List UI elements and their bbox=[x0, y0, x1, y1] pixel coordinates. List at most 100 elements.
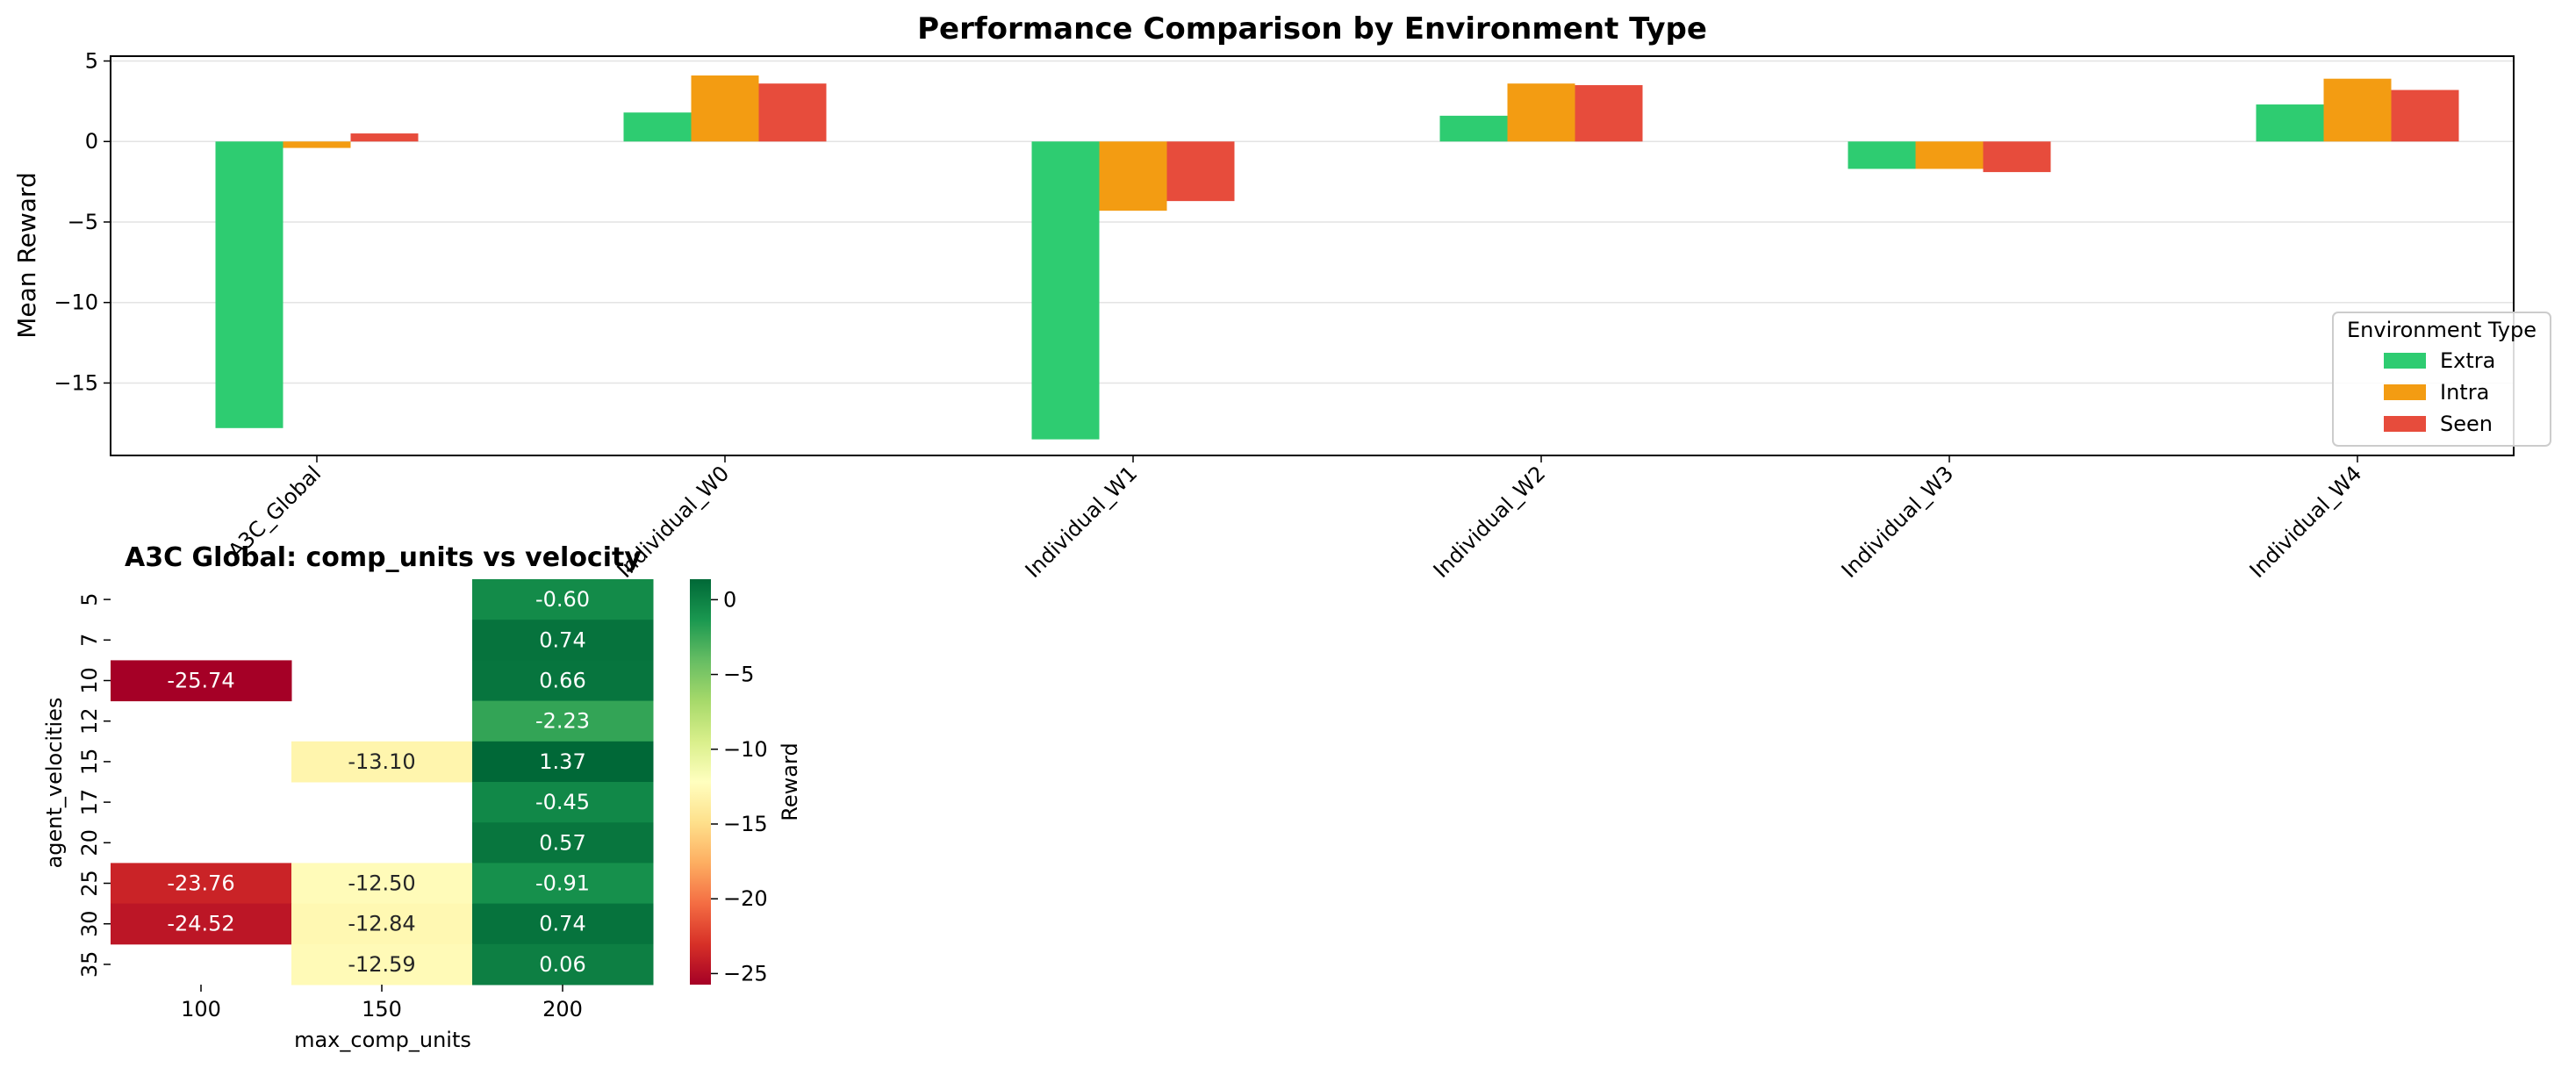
bar-seen-individual_w3 bbox=[1983, 141, 2051, 173]
heatmap-cell-value: 0.66 bbox=[539, 669, 585, 693]
heatmap-cell-value: 1.37 bbox=[539, 749, 585, 774]
colorbar-tick-label: −15 bbox=[723, 812, 768, 836]
colorbar-tick-label: −25 bbox=[723, 961, 768, 986]
bar-legend: Environment Type Extra Intra Seen bbox=[2332, 312, 2551, 447]
colorbar-label: Reward bbox=[778, 742, 802, 821]
heatmap-y-tick-label: 35 bbox=[77, 951, 102, 978]
legend-swatch-extra bbox=[2384, 353, 2426, 369]
y-tick-label: 5 bbox=[85, 49, 98, 74]
heatmap-cell bbox=[472, 741, 654, 783]
heatmap-cell-value: -0.45 bbox=[535, 790, 590, 814]
x-tick-label: Individual_W2 bbox=[1429, 461, 1551, 583]
heatmap-cell bbox=[111, 863, 292, 905]
heatmap-cell-value: -13.10 bbox=[348, 749, 415, 774]
colorbar-tick-label: −20 bbox=[723, 886, 768, 911]
bar-seen-individual_w4 bbox=[2391, 90, 2459, 142]
legend-label-extra: Extra bbox=[2440, 348, 2495, 373]
legend-frame bbox=[2332, 312, 2551, 447]
bar-chart: Performance Comparison by Environment Ty… bbox=[12, 11, 2551, 583]
legend-label-seen: Seen bbox=[2440, 412, 2493, 436]
heatmap-cell bbox=[472, 782, 654, 823]
bar-seen-a3c_global bbox=[350, 133, 419, 142]
colorbar-tick-label: −5 bbox=[723, 663, 754, 687]
heatmap-cell-value: -25.74 bbox=[167, 669, 234, 693]
x-tick-label: Individual_W4 bbox=[2245, 461, 2367, 583]
heatmap-y-tick-label: 15 bbox=[77, 749, 102, 776]
heatmap-cell-value: -0.60 bbox=[535, 587, 590, 612]
x-tick-label: Individual_W3 bbox=[1837, 461, 1959, 583]
heatmap-cell bbox=[291, 903, 473, 945]
x-tick-label: Individual_W1 bbox=[1021, 461, 1143, 583]
y-tick-label: 0 bbox=[85, 129, 98, 154]
legend-label-intra: Intra bbox=[2440, 380, 2489, 405]
heatmap-cell-value: -23.76 bbox=[167, 871, 234, 896]
bar-seen-individual_w2 bbox=[1575, 85, 1643, 142]
heatmap-x-ticks: 100 150 200 bbox=[181, 985, 583, 1021]
heatmap-cell-value: 0.57 bbox=[539, 830, 585, 855]
heatmap-cell bbox=[472, 620, 654, 661]
heatmap-x-axis-label: max_comp_units bbox=[294, 1028, 471, 1052]
bar-intra-individual_w2 bbox=[1507, 83, 1575, 142]
y-tick-label: −15 bbox=[54, 370, 98, 395]
heatmap-cell bbox=[291, 863, 473, 905]
bar-plot-frame bbox=[110, 55, 2515, 456]
bar-intra-individual_w4 bbox=[2323, 78, 2392, 142]
heatmap-cell-value: -0.91 bbox=[535, 871, 590, 896]
heatmap-cell bbox=[472, 822, 654, 864]
heatmap-cell bbox=[291, 943, 473, 986]
heatmap-cell bbox=[472, 903, 654, 945]
bar-extra-a3c_global bbox=[215, 141, 283, 428]
heatmap-y-tick-label: 25 bbox=[77, 870, 102, 897]
heatmap-cell bbox=[472, 943, 654, 986]
heatmap-cells: -0.60 0.74 -25.74 0.66 -2.23 -13.10 1.37 -0.45 0… bbox=[111, 579, 654, 986]
bar-intra-individual_w0 bbox=[691, 75, 759, 142]
heatmap-y-tick-label: 30 bbox=[77, 910, 102, 937]
heatmap-y-tick-label: 17 bbox=[77, 789, 102, 816]
heatmap-cell bbox=[472, 700, 654, 742]
heatmap-cell bbox=[472, 579, 654, 620]
heatmap-cell-value: 0.74 bbox=[539, 912, 585, 936]
heatmap-cell-value: -12.50 bbox=[348, 871, 415, 896]
heatmap-cell bbox=[472, 660, 654, 702]
bar-intra-individual_w3 bbox=[1915, 141, 1984, 169]
heatmap-cell-value: -12.59 bbox=[348, 952, 415, 977]
heatmap-cell-value: -24.52 bbox=[167, 912, 234, 936]
heatmap-cell bbox=[111, 660, 292, 702]
heatmap-y-tick-label: 12 bbox=[77, 707, 102, 735]
heatmap-cell-value: 0.74 bbox=[539, 627, 585, 652]
heatmap-x-tick-label: 100 bbox=[181, 997, 221, 1021]
heatmap-cell bbox=[111, 903, 292, 945]
legend-swatch-seen bbox=[2384, 416, 2426, 432]
heatmap-y-tick-label: 20 bbox=[77, 829, 102, 857]
bar-intra-a3c_global bbox=[283, 141, 351, 148]
heatmap-x-tick-label: 200 bbox=[542, 997, 583, 1021]
heatmap-y-ticks: 5 7 10 12 15 17 20 25 30 35 bbox=[77, 592, 111, 978]
heatmap: A3C Global: comp_units vs velocity -0.60… bbox=[42, 542, 802, 1052]
bar-extra-individual_w4 bbox=[2256, 104, 2324, 142]
legend-title: Environment Type bbox=[2347, 318, 2537, 342]
heatmap-cell bbox=[472, 863, 654, 905]
heatmap-cell-value: 0.06 bbox=[539, 952, 585, 977]
bar-y-axis-label: Mean Reward bbox=[12, 172, 41, 338]
heatmap-y-axis-label: agent_velocities bbox=[42, 698, 67, 869]
heatmap-y-tick-label: 10 bbox=[77, 667, 102, 694]
heatmap-cell-value: -12.84 bbox=[348, 912, 415, 936]
y-tick-label: −10 bbox=[54, 290, 98, 315]
heatmap-y-tick-label: 5 bbox=[77, 592, 102, 606]
legend-swatch-intra bbox=[2384, 384, 2426, 400]
colorbar-ticks: 0 −5 −10 −15 −20 −25 bbox=[711, 587, 768, 986]
bar-extra-individual_w1 bbox=[1031, 141, 1100, 440]
bar-series bbox=[215, 75, 2459, 440]
heatmap-title: A3C Global: comp_units vs velocity bbox=[125, 542, 642, 573]
heatmap-x-tick-label: 150 bbox=[362, 997, 402, 1021]
bar-extra-individual_w2 bbox=[1439, 115, 1508, 142]
y-tick-label: −5 bbox=[68, 210, 98, 234]
bar-extra-individual_w3 bbox=[1848, 141, 1916, 169]
heatmap-y-tick-label: 7 bbox=[77, 634, 102, 647]
bar-intra-individual_w1 bbox=[1099, 141, 1167, 211]
bar-y-ticks: 5 0 −5 −10 −15 bbox=[54, 49, 111, 395]
heatmap-cell bbox=[291, 741, 473, 783]
heatmap-cell-value: -2.23 bbox=[535, 709, 590, 734]
colorbar-tick-label: 0 bbox=[723, 587, 736, 612]
